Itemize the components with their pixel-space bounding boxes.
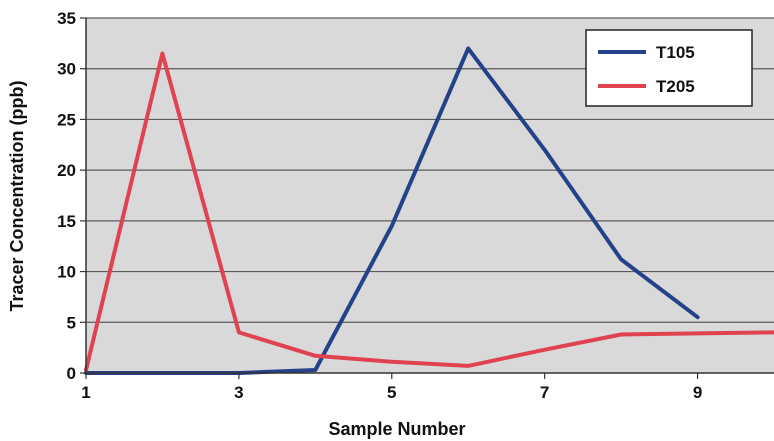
legend-box bbox=[585, 29, 753, 107]
y-tick-label: 15 bbox=[57, 212, 76, 231]
x-tick-label: 3 bbox=[234, 383, 243, 402]
x-tick-label: 5 bbox=[387, 383, 396, 402]
x-tick-label: 7 bbox=[540, 383, 549, 402]
x-axis-ticks: 1 3 5 7 9 bbox=[81, 373, 702, 402]
y-tick-label: 30 bbox=[57, 60, 76, 79]
y-tick-label: 5 bbox=[67, 313, 76, 332]
legend-label-t105: T105 bbox=[656, 43, 695, 62]
y-tick-label: 10 bbox=[57, 263, 76, 282]
y-tick-label: 0 bbox=[67, 364, 76, 383]
y-tick-label: 20 bbox=[57, 161, 76, 180]
x-axis-title: Sample Number bbox=[328, 419, 465, 439]
legend-label-t205: T205 bbox=[656, 77, 695, 96]
x-tick-label: 9 bbox=[693, 383, 702, 402]
y-axis-ticks: 0 5 10 15 20 25 30 35 bbox=[57, 9, 86, 383]
legend: T105 T205 bbox=[585, 29, 753, 107]
y-tick-label: 25 bbox=[57, 110, 76, 129]
series-line-t205 bbox=[84, 51, 774, 372]
y-axis-title: Tracer Concentration (ppb) bbox=[7, 80, 27, 311]
y-tick-label: 35 bbox=[57, 9, 76, 28]
x-tick-label: 1 bbox=[81, 383, 90, 402]
